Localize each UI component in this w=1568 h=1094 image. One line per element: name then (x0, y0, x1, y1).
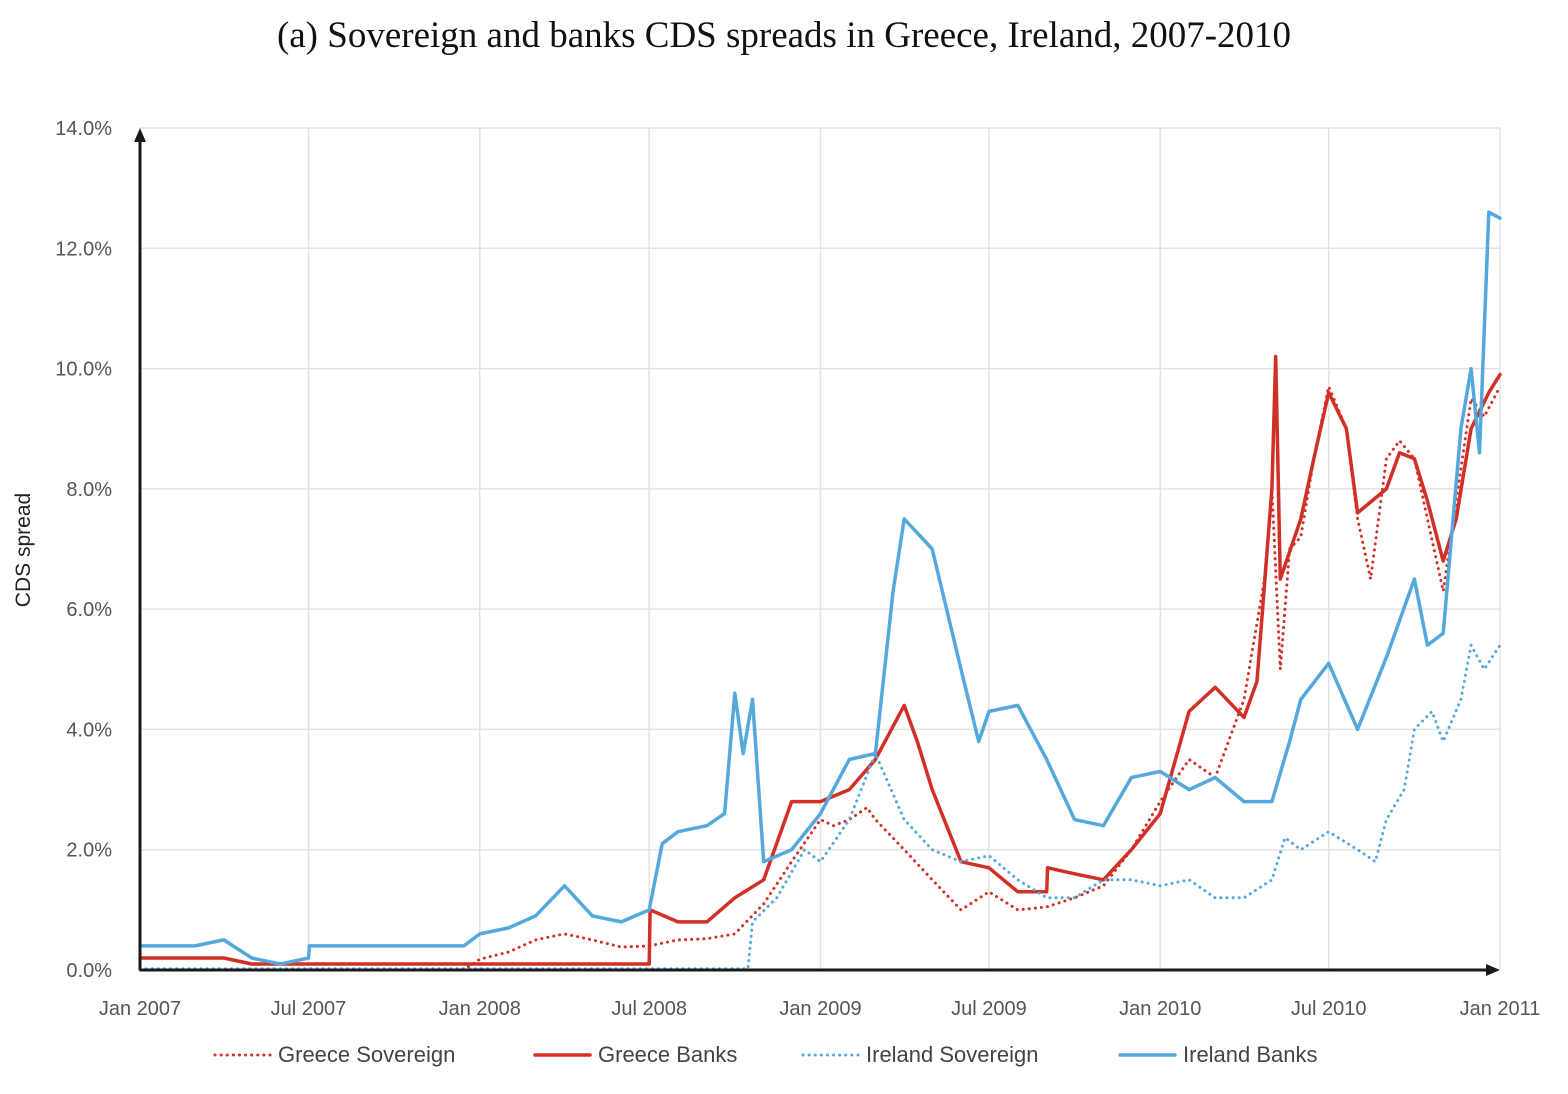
x-tick-label: Jul 2010 (1291, 998, 1367, 1020)
x-tick-label: Jan 2007 (99, 998, 181, 1020)
chart-title: (a) Sovereign and banks CDS spreads in G… (276, 15, 1292, 56)
legend-label: Ireland Sovereign (866, 1042, 1038, 1067)
y-tick-label: 12.0% (55, 238, 112, 260)
axis-layer: 0.0% 2.0% 4.0% 6.0% 8.0% 10.0% 12.0% 14.0% Jan 2… (55, 118, 1540, 1020)
legend-label: Greece Sovereign (278, 1042, 455, 1067)
x-axis-arrow (1486, 964, 1500, 976)
x-tick-label: Jul 2008 (611, 998, 687, 1020)
series-line-ireland-sovereign (138, 643, 1502, 971)
y-tick-label: 10.0% (55, 359, 112, 381)
x-tick-label: Jul 2009 (951, 998, 1027, 1020)
series-layer (138, 210, 1502, 972)
legend-label: Ireland Banks (1183, 1042, 1318, 1067)
legend-label: Greece Banks (598, 1042, 737, 1067)
y-tick-label: 6.0% (66, 599, 112, 621)
y-axis-arrow (134, 128, 146, 142)
x-tick-label: Jul 2007 (271, 998, 347, 1020)
grid-layer (140, 127, 1501, 970)
x-tick-label: Jan 2008 (439, 998, 521, 1020)
y-tick-label: 2.0% (66, 840, 112, 862)
y-tick-label: 8.0% (66, 479, 112, 501)
x-tick-label: Jan 2010 (1119, 998, 1201, 1020)
x-tick-label: Jan 2009 (779, 998, 861, 1020)
y-tick-label: 4.0% (66, 719, 112, 741)
y-tick-label: 0.0% (66, 960, 112, 982)
series-line-ireland-banks (138, 210, 1502, 966)
x-tick-label: Jan 2011 (1460, 998, 1541, 1020)
y-axis-title: CDS spread (12, 493, 35, 607)
series-line-greece-banks (138, 354, 1502, 966)
legend: Greece Sovereign Greece Banks Ireland Sove… (213, 1042, 1318, 1067)
y-tick-label: 14.0% (55, 118, 112, 140)
